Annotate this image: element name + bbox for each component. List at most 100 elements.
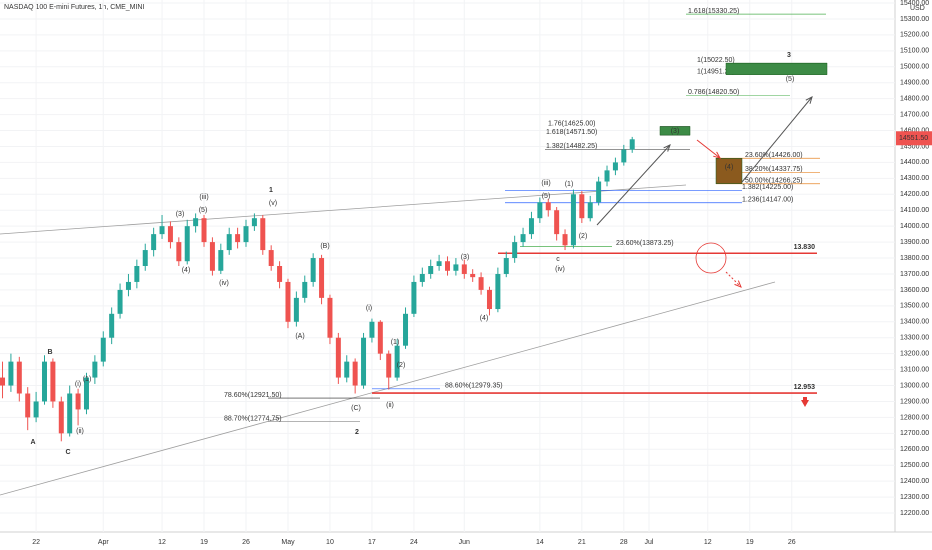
candle-body [596, 181, 602, 203]
x-tick-label: 10 [326, 539, 334, 546]
y-tick-label: 12300.00 [900, 494, 929, 501]
y-tick-label: 13300.00 [900, 335, 929, 342]
wave-label: 2 [355, 429, 359, 436]
y-tick-label: 14500.00 [900, 143, 929, 150]
arrow [741, 96, 813, 183]
candle-body [319, 258, 325, 298]
candle-body [377, 321, 383, 354]
candle-body [428, 266, 434, 274]
candle-body [537, 202, 543, 219]
wave-label: B [47, 349, 52, 356]
y-tick-label: 15100.00 [900, 48, 929, 55]
candle-body [545, 202, 551, 211]
arrow-head [663, 144, 671, 152]
candle-body [67, 393, 73, 434]
y-tick-label: 12500.00 [900, 462, 929, 469]
wave-label: (5) [542, 193, 551, 200]
candle-body [235, 234, 241, 243]
candle-body [193, 218, 199, 227]
wave-label: (4) [725, 164, 734, 171]
candle-body [470, 273, 476, 278]
candle-body [41, 361, 47, 402]
candle-body [285, 281, 291, 322]
y-tick-label: 12400.00 [900, 478, 929, 485]
currency-label: USD [910, 5, 925, 12]
x-tick-label: 19 [746, 539, 754, 546]
candle-body [411, 281, 417, 314]
fib-label: 1.618(15330.25) [688, 8, 739, 15]
y-tick-label: 13200.00 [900, 351, 929, 358]
y-tick-label: 12700.00 [900, 430, 929, 437]
candle-body [453, 264, 459, 271]
y-tick-label: 13700.00 [900, 271, 929, 278]
x-tick-label: 24 [410, 539, 418, 546]
candle-body [587, 202, 593, 219]
candle-body [100, 337, 106, 362]
key-level-label: 13.830 [794, 244, 816, 251]
y-tick-label: 14600.00 [900, 127, 929, 134]
y-tick-label: 12200.00 [900, 510, 929, 517]
chart-title: NASDAQ 100 E-mini Futures, 1h, CME_MINI [4, 4, 144, 11]
x-tick-label: 26 [788, 539, 796, 546]
x-tick-label: 14 [536, 539, 544, 546]
fib-label: 23.60%(13873.25) [616, 240, 674, 247]
candle-body [621, 149, 627, 163]
wave-label: c [556, 256, 560, 263]
fib-label: 88.60%(12979.35) [445, 383, 503, 390]
wave-label: (C) [351, 405, 361, 412]
candle-body [226, 234, 232, 251]
y-tick-label: 13100.00 [900, 366, 929, 373]
y-tick-label: 14300.00 [900, 175, 929, 182]
candle-body [361, 337, 367, 386]
candle-body [436, 261, 442, 266]
candle-body [260, 218, 266, 251]
y-tick-label: 12800.00 [900, 414, 929, 421]
wave-label: 1 [269, 187, 273, 194]
y-tick-label: 14900.00 [900, 80, 929, 87]
fib-label: 0.786(14820.50) [688, 89, 739, 96]
candle-body [562, 234, 568, 246]
x-tick-label: 12 [704, 539, 712, 546]
trendline [0, 184, 687, 235]
x-tick-label: Jul [645, 539, 654, 546]
x-tick-label: May [281, 539, 295, 546]
arrow [596, 144, 671, 226]
target-zone [725, 62, 828, 75]
wave-label: (5) [199, 207, 208, 214]
fib-label: 1.382(14225.00) [742, 184, 793, 191]
wave-label: (iv) [555, 266, 565, 273]
fib-label: 1.236(14147.00) [742, 197, 793, 204]
down-arrow [801, 397, 809, 407]
wave-label: (2) [397, 362, 406, 369]
wave-label: (1) [565, 181, 574, 188]
fib-label: 1(14951.25) [697, 68, 735, 75]
y-tick-label: 15300.00 [900, 16, 929, 23]
wave-label: C [65, 449, 70, 456]
fib-label: 1.618(14571.50) [546, 129, 597, 136]
candle-body [176, 242, 182, 262]
arrow [696, 139, 721, 159]
candle-body [134, 266, 140, 282]
candle-body [92, 361, 98, 378]
y-tick-label: 14700.00 [900, 111, 929, 118]
y-tick-label: 13900.00 [900, 239, 929, 246]
y-tick-label: 12600.00 [900, 446, 929, 453]
candle-body [25, 393, 31, 418]
wave-label: (5) [786, 76, 795, 83]
last-price-label: 14551.50 [899, 135, 928, 142]
wave-label: (1) [391, 339, 400, 346]
candle-body [461, 264, 467, 274]
arrow [725, 271, 742, 288]
fib-label: 50.00%(14266.25) [745, 178, 803, 185]
candle-body [604, 170, 610, 182]
candle-body [125, 281, 131, 290]
wave3-zone [659, 126, 691, 136]
x-tick-label: 17 [368, 539, 376, 546]
candle-body [302, 281, 308, 298]
candle-body [310, 258, 316, 282]
y-tick-label: 13000.00 [900, 382, 929, 389]
y-tick-label: 15400.00 [900, 0, 929, 7]
x-tick-label: 26 [242, 539, 250, 546]
candle-body [293, 297, 299, 322]
